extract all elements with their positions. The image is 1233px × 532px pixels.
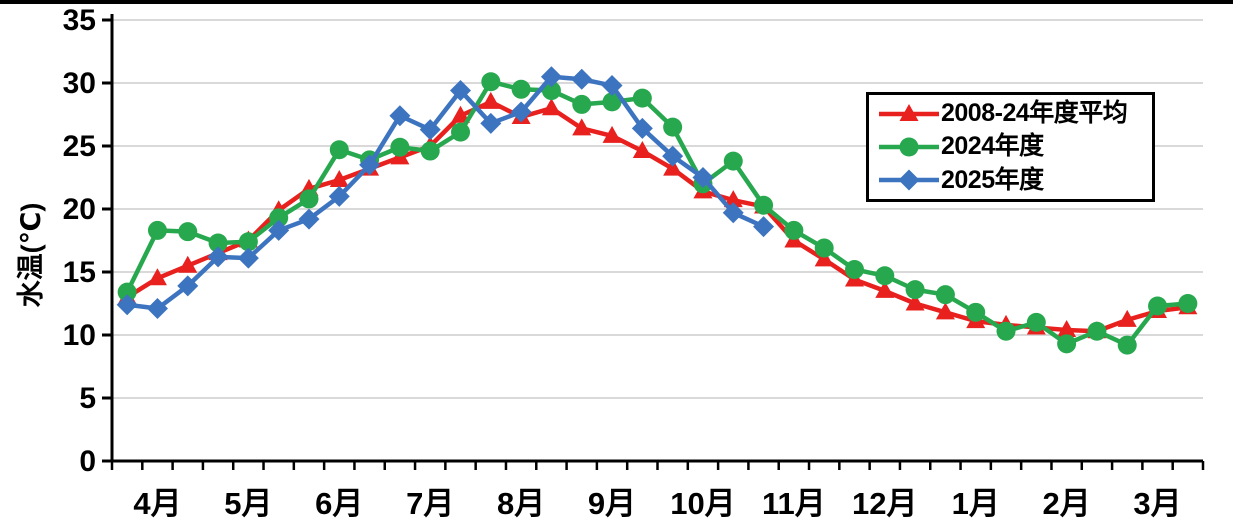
x-tick-label: 7月 [406, 486, 454, 521]
legend-box: 2008-24年度平均 2024年度 2025年度 [866, 92, 1155, 202]
legend-label-2024: 2024年度 [941, 132, 1044, 161]
legend-swatch-blue-diamond [879, 169, 939, 191]
svg-text:5: 5 [79, 382, 96, 415]
x-tick-label: 11月 [762, 486, 826, 521]
svg-text:30: 30 [63, 67, 96, 100]
top-border-line [0, 0, 1233, 4]
svg-text:0: 0 [79, 445, 96, 478]
x-tick-label: 12月 [852, 486, 917, 521]
legend-swatch-green-circle [879, 137, 939, 157]
legend-item-2025: 2025年度 [877, 164, 1148, 197]
svg-text:15: 15 [63, 256, 96, 289]
x-tick-label: 3月 [1133, 486, 1181, 521]
x-tick-label: 4月 [133, 486, 181, 521]
svg-text:10: 10 [63, 319, 96, 352]
svg-text:20: 20 [63, 193, 96, 226]
x-tick-label: 1月 [952, 486, 1000, 521]
legend-item-average: 2008-24年度平均 [877, 97, 1148, 130]
svg-text:25: 25 [63, 130, 96, 163]
x-tick-label: 8月 [497, 486, 545, 521]
x-tick-label: 6月 [315, 486, 363, 521]
x-tick-label: 2月 [1043, 486, 1091, 521]
series-2024年度 [117, 72, 1198, 355]
legend-label-average: 2008-24年度平均 [941, 99, 1128, 128]
series-2025年度 [116, 66, 775, 320]
legend-item-2024: 2024年度 [877, 130, 1148, 163]
legend-swatch-red-triangle [879, 103, 939, 121]
legend-label-2025: 2025年度 [941, 165, 1044, 194]
x-tick-label: 5月 [224, 486, 272, 521]
x-tick-label: 10月 [670, 486, 735, 521]
x-tick-label: 9月 [588, 486, 636, 521]
svg-text:35: 35 [63, 4, 96, 37]
